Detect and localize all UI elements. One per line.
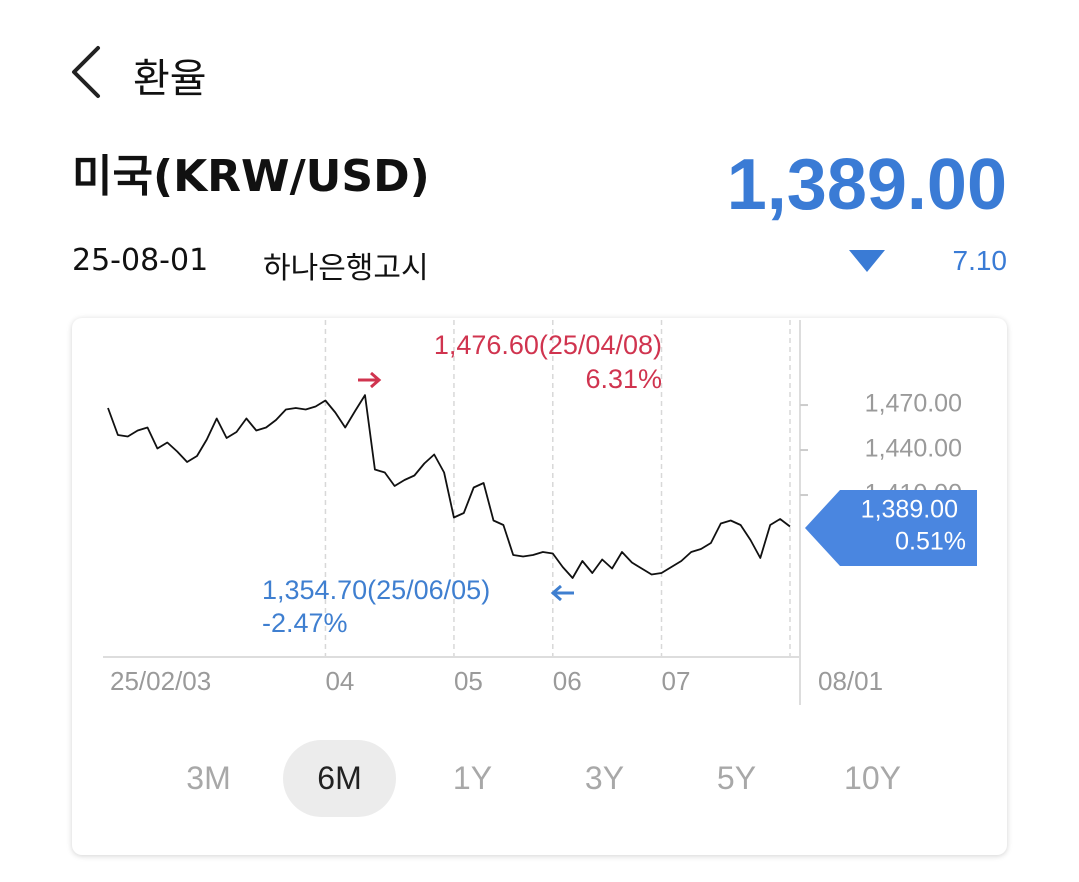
period-button[interactable]: 3M (186, 760, 231, 796)
currency-name: 미국(KRW/USD) (72, 151, 430, 202)
period-button[interactable]: 5Y (716, 760, 757, 796)
last-pct: 0.51% (895, 528, 966, 556)
page-title: 환율 (133, 56, 207, 102)
period-button[interactable]: 6M (283, 740, 396, 817)
max-arrow (358, 371, 382, 389)
y-tick-label: 1,470.00 (865, 390, 962, 418)
min-label: 1,354.70(25/06/05) (262, 575, 490, 605)
date: 25-08-01 (72, 243, 209, 278)
x-tick-label: 05 (454, 666, 483, 696)
x-tick-label: 04 (325, 666, 354, 696)
current-price: 1,389.00 (726, 145, 1007, 225)
min-pct: -2.47% (262, 608, 348, 638)
x-tick-label: 07 (662, 666, 691, 696)
price-line (107, 394, 791, 579)
source: 하나은행고시 (263, 251, 429, 286)
min-arrow (550, 584, 574, 602)
last-label: 1,389.00 (861, 496, 958, 524)
max-pct: 6.31% (585, 364, 662, 394)
back-button[interactable] (66, 44, 106, 100)
max-label: 1,476.60(25/04/08) (434, 330, 662, 360)
period-button[interactable]: 3Y (584, 760, 625, 796)
x-tick-label: 25/02/03 (110, 666, 211, 696)
x-tick-label: 06 (553, 666, 582, 696)
y-tick-label: 1,440.00 (865, 435, 962, 463)
last-box (805, 490, 977, 566)
chart-card (72, 318, 1007, 855)
down-triangle (849, 250, 885, 272)
price-change: 7.10 (952, 245, 1008, 276)
period-button[interactable]: 10Y (844, 760, 901, 796)
period-button[interactable]: 1Y (452, 760, 493, 796)
x-tick-label: 08/01 (818, 666, 883, 696)
